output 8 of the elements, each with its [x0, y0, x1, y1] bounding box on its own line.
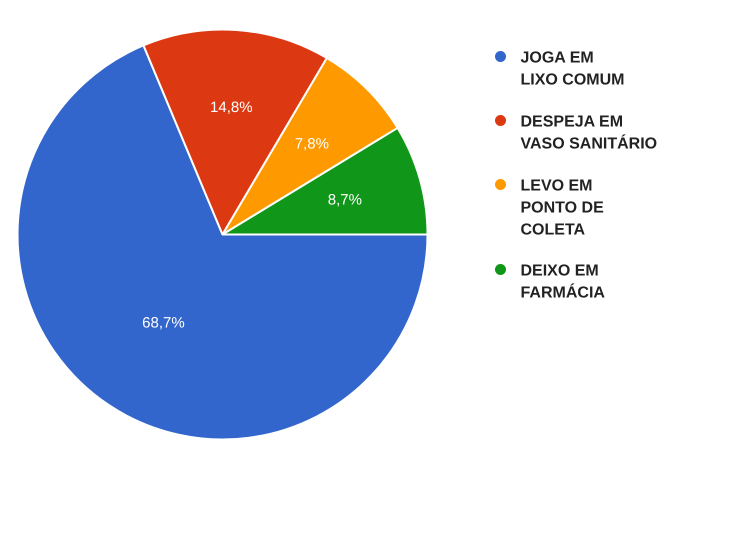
legend-label: JOGA EM LIXO COMUM — [520, 50, 624, 89]
legend-label: LEVO EM PONTO DE COLETA — [520, 178, 604, 239]
data-label: 14,8% — [210, 99, 253, 116]
legend-label: DESPEJA EM VASO SANITÁRIO — [520, 114, 658, 153]
data-label: 68,7% — [142, 314, 185, 332]
data-label: 7,8% — [294, 136, 329, 153]
legend-label: DEIXO EM FARMÁCIA — [520, 262, 606, 302]
data-label: 8,7% — [328, 192, 362, 209]
